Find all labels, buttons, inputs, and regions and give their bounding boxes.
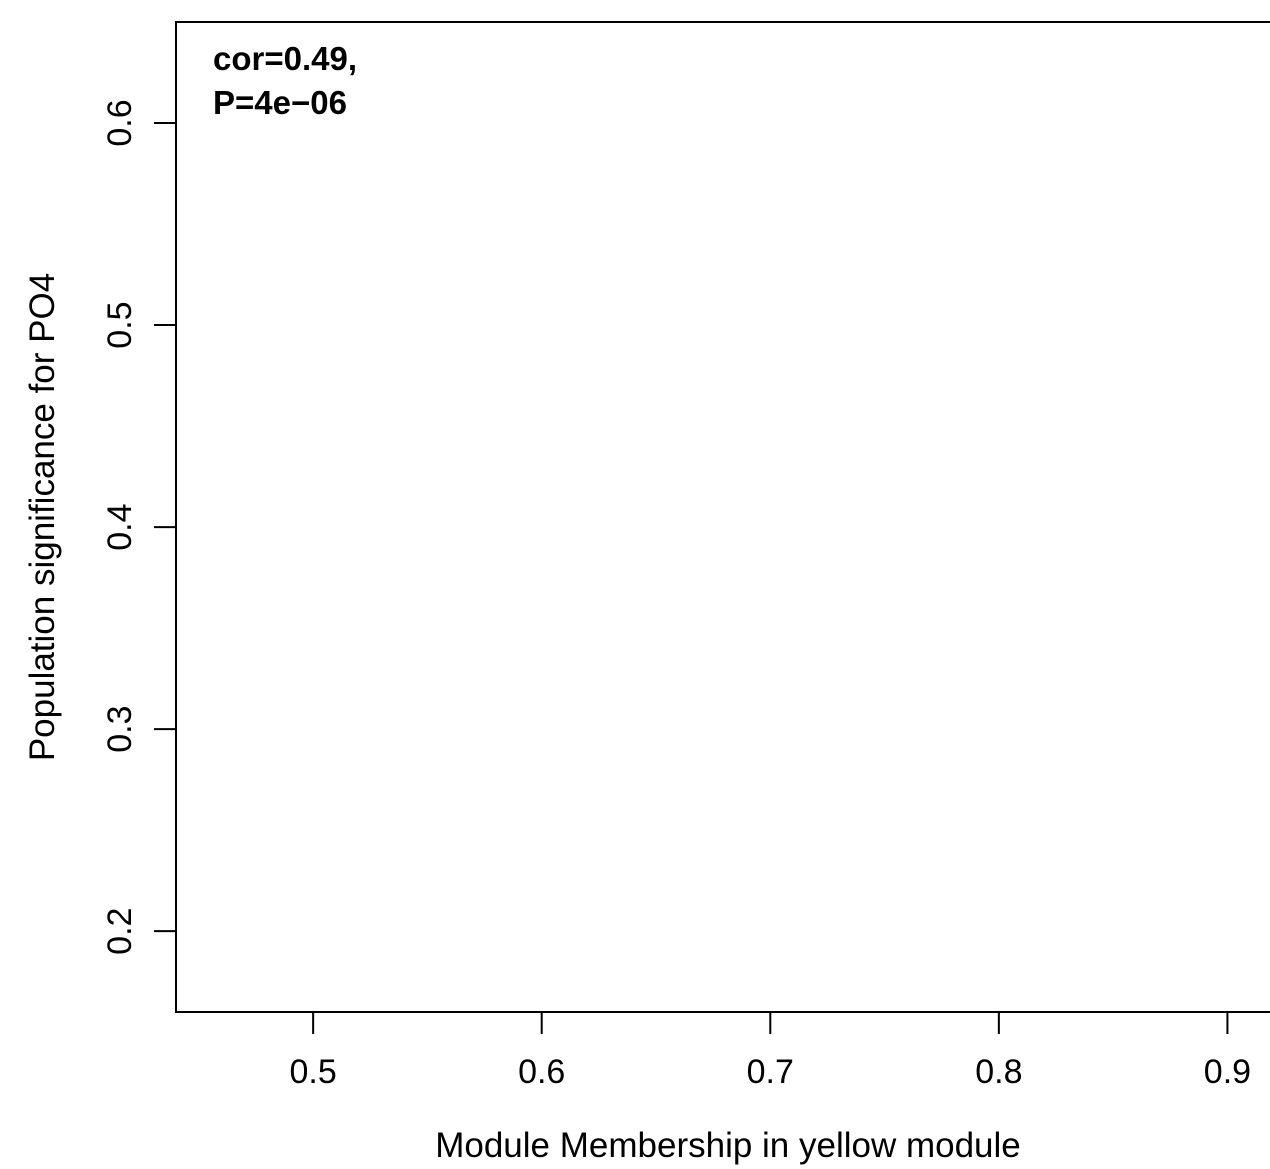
annotation-p-value: P=4e−06 (213, 84, 347, 121)
y-axis-title: Population significance for PO4 (23, 273, 62, 761)
x-axis: 0.5 0.6 0.7 0.8 0.9 (290, 1012, 1251, 1091)
y-tick-label: 0.4 (101, 503, 139, 550)
x-tick-label: 0.5 (290, 1053, 337, 1091)
plot-frame (175, 21, 1270, 1013)
annotation-correlation: cor=0.49, (213, 40, 357, 77)
x-axis-title: Module Membership in yellow module (435, 1126, 1021, 1165)
y-tick-label: 0.2 (101, 908, 139, 955)
x-tick-label: 0.7 (747, 1053, 794, 1091)
y-tick-label: 0.3 (101, 706, 139, 753)
y-tick-label: 0.5 (101, 301, 139, 348)
x-tick-label: 0.9 (1204, 1053, 1251, 1091)
y-axis: 0.2 0.3 0.4 0.5 0.6 (101, 99, 176, 955)
y-tick-label: 0.6 (101, 99, 139, 146)
x-tick-label: 0.6 (518, 1053, 565, 1091)
x-tick-label: 0.8 (975, 1053, 1022, 1091)
